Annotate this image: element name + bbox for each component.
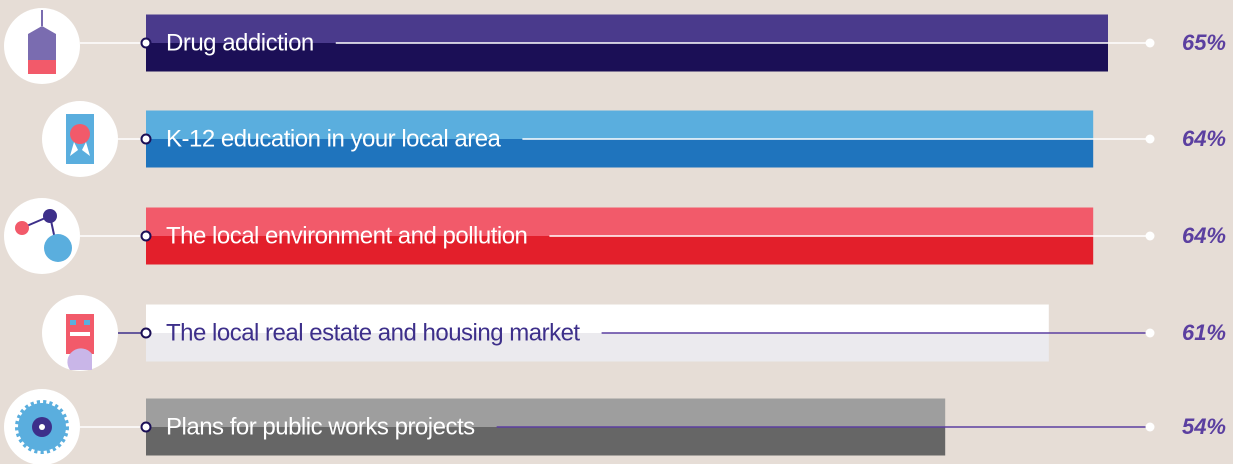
connector-dot <box>140 327 152 339</box>
leader-dot <box>1145 422 1155 432</box>
icons <box>4 8 118 464</box>
bar-top <box>146 398 946 427</box>
value-label: 54% <box>1182 414 1226 439</box>
bar-top <box>146 110 1094 139</box>
category-label: The local real estate and housing market <box>166 319 580 346</box>
value-label: 65% <box>1182 30 1226 55</box>
bar-bottom <box>146 43 1108 72</box>
connector-dot <box>140 421 152 433</box>
category-label: The local environment and pollution <box>166 222 527 249</box>
category-label: K-12 education in your local area <box>166 125 502 152</box>
bar <box>146 398 946 456</box>
bar-bottom <box>146 236 1094 265</box>
bar <box>146 14 1108 72</box>
bar <box>146 207 1094 265</box>
bar-top <box>146 304 1049 333</box>
category-label: Plans for public works projects <box>166 413 475 440</box>
bar <box>146 110 1094 168</box>
bar-bottom <box>146 139 1094 168</box>
icon-molecule <box>4 198 80 274</box>
value-label: 64% <box>1182 223 1226 248</box>
leader-dot <box>1145 231 1155 241</box>
leader-dot <box>1145 38 1155 48</box>
value-label: 64% <box>1182 126 1226 151</box>
connector-dot <box>140 230 152 242</box>
leader-dot <box>1145 134 1155 144</box>
connector-dot <box>140 37 152 49</box>
bar-top <box>146 14 1108 43</box>
connector-dot <box>140 133 152 145</box>
bar-top <box>146 207 1094 236</box>
bar-bottom <box>146 333 1049 362</box>
bar-bottom <box>146 427 946 456</box>
value-label: 61% <box>1182 320 1226 345</box>
bar <box>146 304 1049 362</box>
leader-dot <box>1145 328 1155 338</box>
category-label: Drug addiction <box>166 29 314 56</box>
